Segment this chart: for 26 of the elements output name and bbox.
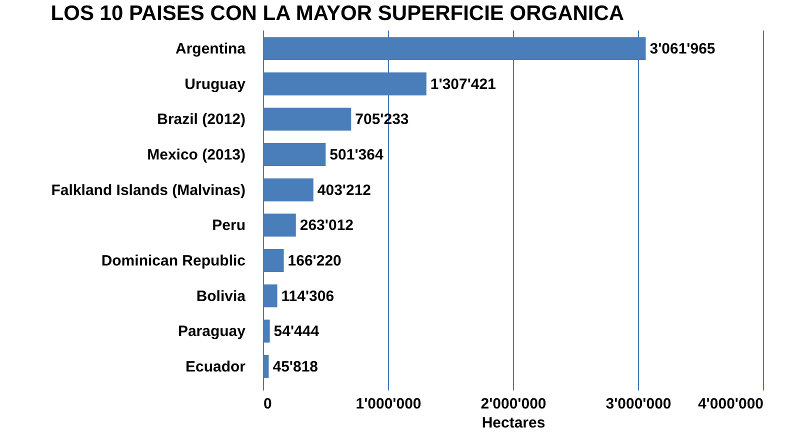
y-tick-label: Dominican Republic [101, 252, 246, 270]
y-tick-label: Argentina [175, 40, 246, 58]
data-label: 501'364 [330, 146, 384, 164]
y-tick-label: Mexico (2013) [147, 146, 246, 164]
data-label: 114'306 [281, 288, 334, 305]
data-label: 263'012 [300, 217, 354, 234]
data-label: 45'818 [272, 358, 318, 376]
y-tick-label: Paraguay [178, 323, 246, 340]
x-tick-label: 3'000'000 [606, 396, 672, 412]
data-label: 166'220 [288, 252, 342, 270]
y-tick-label: Peru [212, 217, 246, 234]
data-label: 1'307'421 [430, 76, 496, 93]
x-tick-label: 0 [264, 396, 272, 412]
x-tick-label: 2'000'000 [480, 396, 546, 412]
x-tick-label: 1'000'000 [356, 396, 422, 412]
x-axis-title: Hectares [482, 414, 546, 432]
y-tick-label: Uruguay [184, 76, 246, 93]
y-tick-label: Bolivia [196, 288, 246, 305]
x-tick-label: 4'000'000 [698, 396, 764, 412]
data-label: 3'061'965 [650, 40, 716, 58]
y-tick-label: Falkland Islands (Malvinas) [51, 182, 246, 199]
y-tick-label: Brazil (2012) [157, 111, 246, 128]
data-label: 403'212 [317, 182, 372, 199]
y-tick-label: Ecuador [185, 358, 246, 376]
data-label: 54'444 [274, 323, 320, 340]
chart-title: LOS 10 PAISES CON LA MAYOR SUPERFICIE ORGANICA [50, 2, 624, 25]
